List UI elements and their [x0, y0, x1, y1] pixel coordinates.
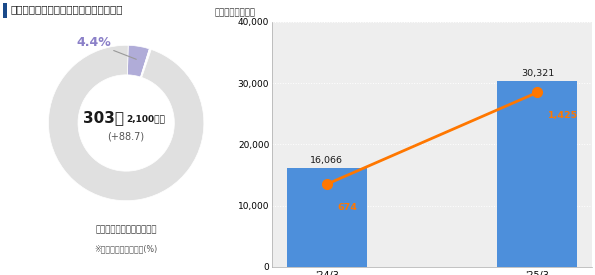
Wedge shape [127, 45, 149, 77]
Text: 1,425: 1,425 [548, 111, 578, 120]
Text: 2,100万円: 2,100万円 [126, 115, 165, 124]
Text: 16,066: 16,066 [310, 156, 343, 165]
Bar [497, 81, 578, 267]
Bar [287, 169, 367, 267]
Text: 30,321: 30,321 [521, 69, 554, 78]
Text: (+88.7): (+88.7) [108, 132, 145, 142]
Text: 303億: 303億 [83, 110, 124, 125]
Wedge shape [48, 45, 204, 201]
Text: ※括弧内は前年同期比(%): ※括弧内は前年同期比(%) [95, 244, 158, 253]
Text: 674: 674 [337, 203, 357, 212]
Text: 収益とセグメント別構成比: 収益とセグメント別構成比 [95, 226, 157, 235]
Text: （単位：百万円）: （単位：百万円） [214, 8, 255, 17]
Wedge shape [140, 49, 151, 78]
Text: 4.4%: 4.4% [76, 36, 136, 59]
Text: 暗号資産関連事業の収益構成比率と業績: 暗号資産関連事業の収益構成比率と業績 [11, 5, 123, 15]
